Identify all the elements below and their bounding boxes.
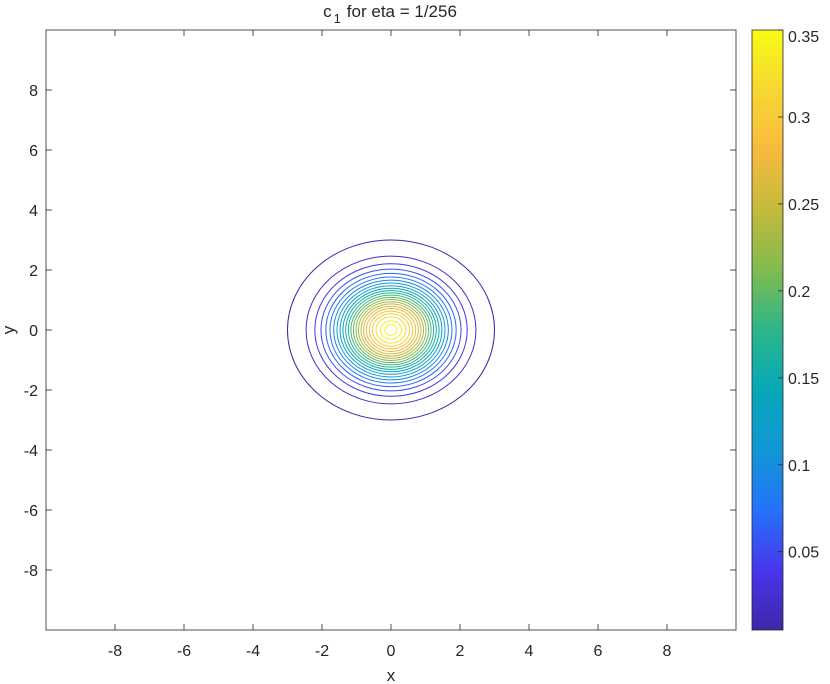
contour-level-3 [320,268,462,392]
x-tick-label-2: -4 [246,643,260,660]
contour-level-23 [384,324,398,336]
colorbar-tick-label-3: 0.2 [788,284,810,301]
contour-level-7 [336,282,446,378]
y-tick-label-4: 0 [29,323,38,340]
x-tick-label-7: 6 [594,643,603,660]
y-tick-label-8: -8 [24,563,38,580]
x-tick-label-8: 8 [663,643,672,660]
chart-title-rest: for eta = 1/256 [347,2,457,21]
colorbar-tick-label-6: 0.35 [788,29,819,46]
colorbar-tick-label-4: 0.25 [788,197,819,214]
y-tick-label-5: -2 [24,383,38,400]
contour-level-22 [379,320,403,340]
contour-level-20 [371,313,411,347]
contour-level-5 [329,276,453,384]
x-tick-label-6: 4 [525,643,534,660]
colorbar-tick-label-1: 0.1 [788,458,810,475]
contour-level-11 [347,292,435,368]
contour-level-8 [339,285,443,375]
contour-level-17 [363,305,419,355]
contour-level-10 [345,290,437,370]
colorbar-ticks: 0.05 0.1 0.15 0.2 0.25 0.3 0.35 [778,29,819,562]
y-tick-label-3: 2 [29,263,38,280]
colorbar-tick-label-5: 0.3 [788,110,810,127]
y-tick-label-6: -4 [24,443,38,460]
colorbar-tick-label-2: 0.15 [788,371,819,388]
chart-title-subscript: 1 [334,11,341,26]
x-axis-label: x [387,666,396,684]
x-tick-label-1: -6 [177,643,191,660]
contour-level-21 [375,316,407,344]
y-tick-label-0: 8 [29,83,38,100]
contour-level-0 [287,239,495,421]
contour-level-2 [314,263,468,397]
x-tick-label-4: 0 [387,643,396,660]
colorbar-tick-label-0: 0.05 [788,545,819,562]
y-tick-label-2: 4 [29,203,38,220]
contour-level-19 [368,310,414,350]
x-tick-label-0: -8 [108,643,122,660]
contour-level-9 [342,287,440,373]
y-tick-label-7: -6 [24,503,38,520]
chart-title: c 1 for eta = 1/256 [323,2,457,26]
chart-title-main: c [323,2,332,21]
contour-level-15 [357,301,425,359]
contour-level-16 [360,303,422,357]
y-axis-label: y [0,325,18,334]
contour-lines [287,239,495,421]
y-axis-ticks: 8 6 4 2 0 -2 -4 -6 -8 [24,83,736,580]
colorbar [751,29,784,631]
contour-level-13 [352,296,430,364]
x-axis-ticks: -8 -6 -4 -2 0 2 4 6 8 [108,30,672,660]
contour-level-14 [355,299,427,361]
contour-level-6 [333,279,449,381]
contour-level-4 [325,272,457,388]
y-tick-label-1: 6 [29,143,38,160]
contour-level-12 [350,294,432,366]
x-tick-label-5: 2 [456,643,465,660]
plot-area [45,29,737,631]
x-tick-label-3: -2 [315,643,329,660]
contour-level-1 [305,255,477,405]
contour-level-18 [365,308,417,352]
